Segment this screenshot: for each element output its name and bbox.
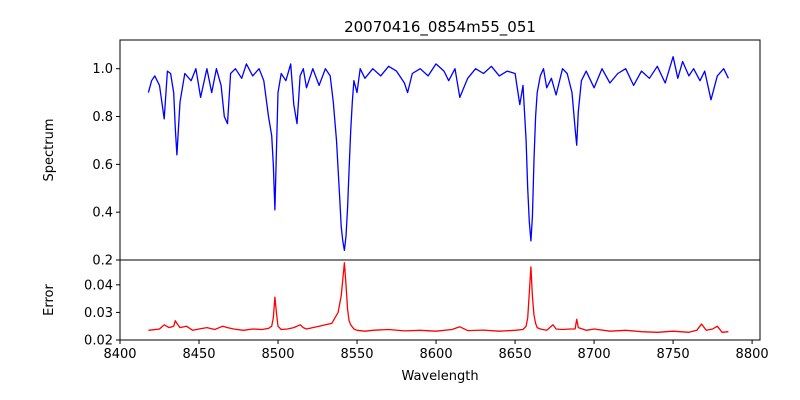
x-tick-label: 8750 xyxy=(657,347,690,362)
x-tick-label: 8650 xyxy=(499,347,532,362)
error-y-tick-label: 0.04 xyxy=(84,278,113,293)
error-axis-label: Error xyxy=(42,284,57,316)
spectrum-y-tick-label: 0.2 xyxy=(92,254,113,269)
x-axis-label: Wavelength xyxy=(401,369,478,384)
error-y-tick-label: 0.02 xyxy=(84,334,113,349)
spectrum-y-tick-label: 0.4 xyxy=(92,206,113,221)
error-axes-frame xyxy=(119,259,761,341)
error-panel: 0.02 0.03 0.04 8400 8450 8500 8550 8600 8650 8700… xyxy=(84,259,769,362)
spectrum-series-line xyxy=(147,56,729,252)
x-tick-label: 8600 xyxy=(420,347,453,362)
spectrum-axis-label: Spectrum xyxy=(42,119,57,182)
error-y-tick-label: 0.03 xyxy=(84,306,113,321)
x-tick-label: 8800 xyxy=(736,347,769,362)
x-tick-label: 8500 xyxy=(261,347,294,362)
error-series-line xyxy=(148,262,729,333)
x-tick-label: 8700 xyxy=(578,347,611,362)
x-tick-label: 8450 xyxy=(182,347,215,362)
x-tick-label: 8400 xyxy=(103,347,136,362)
spectrum-y-tick-label: 0.6 xyxy=(92,158,113,173)
spectrum-y-tick-label: 0.8 xyxy=(92,110,113,125)
spectrum-y-tick-label: 1.0 xyxy=(92,62,113,77)
x-tick-label: 8550 xyxy=(340,347,373,362)
chart-title: 20070416_0854m55_051 xyxy=(344,18,536,37)
